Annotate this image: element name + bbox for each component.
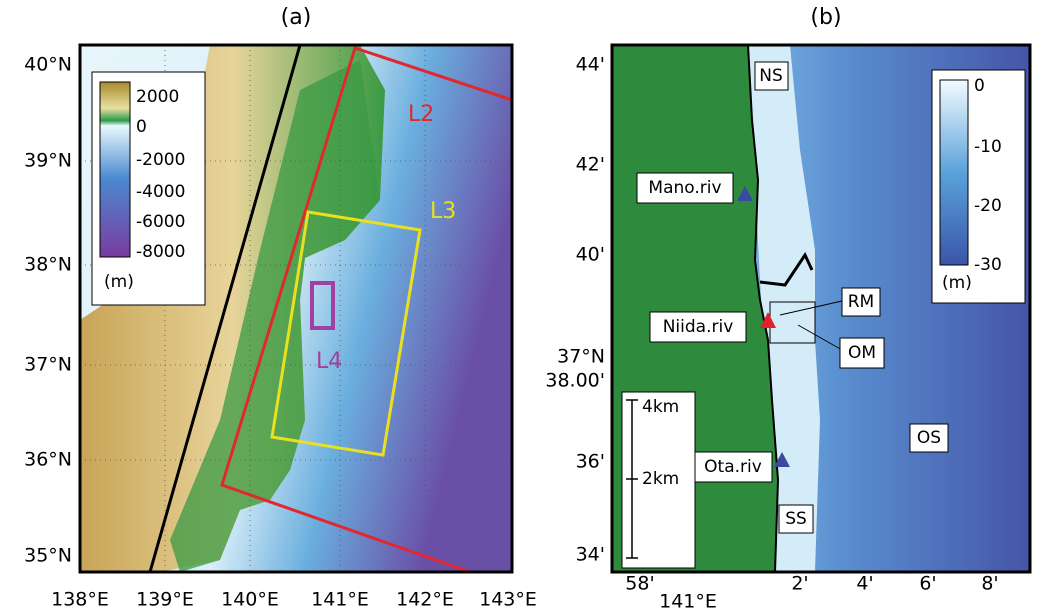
lon-label: 143°E <box>479 589 537 611</box>
lon-label: 138°E <box>51 589 109 611</box>
colorbar-label: -20 <box>974 196 1002 216</box>
region-label: L4 <box>316 349 342 374</box>
lat-label: 42' <box>576 154 605 176</box>
scale-label: 2km <box>642 469 679 489</box>
colorbar-label: -30 <box>974 255 1002 275</box>
lat-label: 36' <box>576 451 605 473</box>
colorbar-unit: (m) <box>104 272 134 292</box>
lat-label: 39°N <box>24 150 72 172</box>
lon-label: 140°E <box>221 589 279 611</box>
panel-title: (a) <box>281 5 312 30</box>
lat-label: 40°N <box>24 54 72 76</box>
site-label: SS <box>785 509 807 529</box>
colorbar-label: -8000 <box>136 242 185 262</box>
lon-label: 141°E <box>659 591 717 613</box>
site-label: OM <box>848 343 876 363</box>
colorbar-label: -4000 <box>136 182 185 202</box>
lon-label: 142°E <box>396 589 454 611</box>
lon-label: 6' <box>919 573 936 595</box>
figure: 2000 0 -2000 -4000 -6000 -8000 (m) L2 L3… <box>0 0 1041 615</box>
colorbar <box>100 82 130 257</box>
lat-label: 34' <box>576 544 605 566</box>
site-label: Niida.riv <box>663 317 734 337</box>
panel-a: 2000 0 -2000 -4000 -6000 -8000 (m) L2 L3… <box>24 5 537 611</box>
lon-label: 4' <box>856 573 873 595</box>
colorbar-label: 0 <box>974 76 985 96</box>
colorbar-unit: (m) <box>942 273 972 293</box>
colorbar-label: 2000 <box>136 87 179 107</box>
region-label: L2 <box>408 102 434 127</box>
site-label: OS <box>917 428 941 448</box>
lon-label: 58' <box>625 573 654 595</box>
lon-label: 139°E <box>136 589 194 611</box>
site-label: NS <box>759 66 783 86</box>
lon-label: 2' <box>791 573 808 595</box>
panel-b: NS Mano.riv RM Niida.riv OM OS Ota.riv S… <box>545 5 1030 613</box>
site-label: Ota.riv <box>704 457 762 477</box>
colorbar-label: -2000 <box>136 150 185 170</box>
colorbar-label: -10 <box>974 137 1002 157</box>
lat-label: 37°N <box>557 346 605 368</box>
lon-label: 8' <box>981 573 998 595</box>
lon-label: 141°E <box>311 589 369 611</box>
colorbar-label: -6000 <box>136 212 185 232</box>
region-label: L3 <box>430 199 456 224</box>
lat-label: 36°N <box>24 449 72 471</box>
site-label: RM <box>848 292 874 312</box>
colorbar <box>940 80 968 265</box>
panel-title: (b) <box>810 5 841 30</box>
lat-label: 38.00' <box>545 370 605 392</box>
lat-label: 44' <box>576 54 605 76</box>
scale-label: 4km <box>642 397 679 417</box>
lat-label: 40' <box>576 244 605 266</box>
lat-label: 38°N <box>24 254 72 276</box>
lat-label: 37°N <box>24 354 72 376</box>
lat-label: 35°N <box>24 545 72 567</box>
colorbar-label: 0 <box>136 117 147 137</box>
site-label: Mano.riv <box>648 178 721 198</box>
